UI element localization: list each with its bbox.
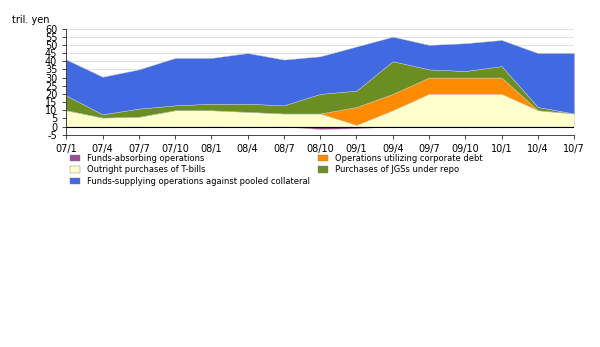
- Legend: Funds-absorbing operations, Outright purchases of T-bills, Funds-supplying opera: Funds-absorbing operations, Outright pur…: [70, 154, 483, 186]
- Y-axis label: tril. yen: tril. yen: [12, 15, 50, 25]
